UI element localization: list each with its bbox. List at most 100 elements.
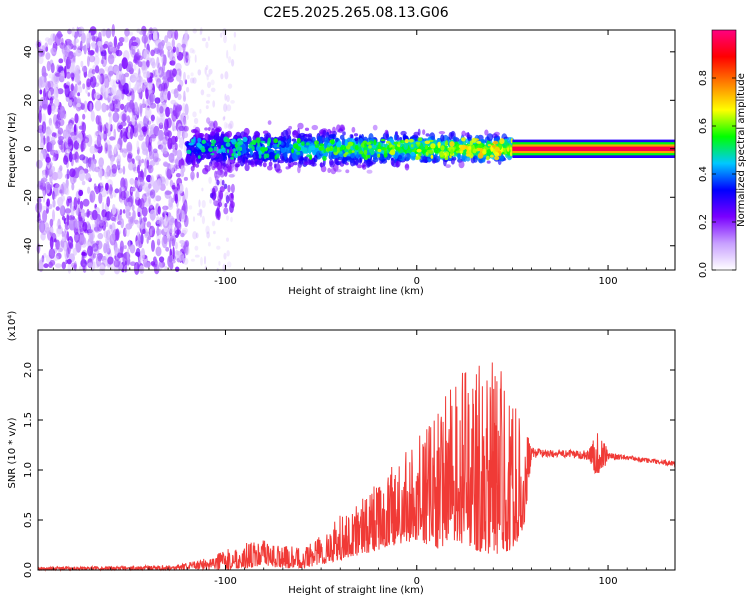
spectrogram-blob: [156, 49, 163, 56]
spectrogram-blob: [230, 192, 234, 199]
spectrogram-blob: [386, 140, 391, 144]
spectrogram-blob: [223, 34, 227, 44]
spectrogram-blob: [141, 60, 147, 71]
spectrogram-blob: [155, 69, 162, 76]
spectrogram-blob: [47, 104, 52, 116]
spectrogram-blob: [258, 150, 262, 156]
colorbar-tick-label: 0.6: [698, 118, 709, 134]
spectrogram-blob: [247, 161, 252, 166]
spectrogram-blob: [461, 130, 466, 137]
spectrogram-blob: [206, 93, 211, 98]
spectrogram-blob: [99, 219, 105, 227]
spectrogram-blob: [87, 245, 93, 257]
spectrogram-blob: [61, 236, 66, 242]
spectrogram-blob: [143, 217, 147, 223]
spectrogram-blob: [59, 105, 66, 119]
spectrogram-blob: [196, 171, 199, 179]
spectrogram-blob: [73, 38, 77, 50]
spectrogram-blob: [66, 196, 72, 201]
spectrogram-blob: [149, 209, 156, 221]
spectrogram-blob: [297, 122, 304, 130]
spectrogram-blob: [184, 32, 188, 45]
spectrogram-blob: [177, 121, 182, 130]
spectrogram-blob: [82, 83, 86, 90]
spectrogram-blob: [100, 187, 107, 198]
spectrogram-blob: [303, 161, 310, 166]
spectrogram-blob: [134, 176, 139, 189]
spectrogram-blob: [205, 225, 210, 235]
spectrogram-blob: [413, 131, 420, 136]
spectrogram-blob: [105, 122, 112, 129]
spectrogram-blob: [100, 50, 107, 57]
spectrogram-blob: [205, 105, 209, 110]
spectrogram-blob: [42, 209, 48, 223]
spectrogram-blob: [229, 200, 234, 207]
spectrogram-blob: [308, 146, 312, 155]
spectrogram-blob: [189, 77, 195, 84]
spectrogram-blob: [428, 139, 434, 143]
spectrogram-blob: [296, 146, 301, 152]
spectrogram-blob: [42, 103, 48, 110]
spectrogram-blob: [56, 252, 62, 260]
spectrogram-blob: [146, 221, 152, 228]
spectrogram-blob: [197, 155, 201, 159]
spectrogram-blob: [293, 161, 298, 166]
spectrogram-blob: [64, 44, 72, 53]
spectrogram-blob: [104, 139, 108, 148]
spectrogram-blob: [217, 210, 221, 221]
spectrogram-blob: [39, 89, 43, 95]
spectrogram-blob: [268, 161, 273, 167]
spectrogram-blob: [461, 137, 466, 142]
spectrogram-blob: [186, 55, 192, 60]
spectrogram-blob: [171, 38, 175, 48]
spectrogram-blob: [237, 156, 242, 164]
spectrogram-blob: [287, 138, 291, 144]
spectrogram-blob: [68, 99, 73, 107]
spectrogram-blob: [55, 263, 62, 269]
spectrogram-blob: [156, 238, 161, 246]
spectrogram-blob: [78, 169, 86, 182]
spectrogram-blob: [288, 164, 292, 169]
spectrogram-blob: [384, 129, 389, 135]
spectrogram-blob: [213, 199, 216, 206]
spectrogram-blob: [486, 155, 490, 161]
spectrogram-blob: [49, 218, 54, 227]
spectrogram-blob: [322, 129, 327, 138]
spectrogram-blob: [180, 232, 185, 238]
spectrogram-blob: [223, 115, 226, 120]
spectrogram-blob: [171, 184, 176, 190]
spectrogram-blob: [57, 224, 62, 230]
spectrogram-blob: [251, 145, 255, 151]
spectrogram-blob: [236, 135, 243, 139]
spectrogram-blob: [73, 140, 80, 150]
spectrogram-blob: [227, 123, 233, 130]
spectrogram-blob: [183, 214, 189, 228]
spectrogram-blob: [96, 45, 99, 54]
spectrogram-blob: [107, 123, 111, 135]
spectrogram-blob: [194, 245, 199, 251]
spectrogram-blob: [185, 240, 190, 248]
spectrogram-blob: [478, 148, 484, 152]
spectrogram-blob: [445, 164, 451, 169]
spectrogram-blob: [45, 166, 49, 179]
spectrogram-blob: [218, 201, 223, 207]
spectrogram-blob: [74, 38, 79, 44]
spectrogram-blob: [202, 167, 209, 175]
spectrogram-blob: [174, 241, 178, 250]
spectrogram-blob: [186, 149, 192, 154]
spectrogram-blob: [46, 136, 50, 143]
spectrogram-blob: [50, 62, 55, 74]
spectrogram-blob: [368, 145, 372, 149]
spectrogram-blob: [223, 103, 228, 112]
spectrogram-blob: [345, 169, 350, 174]
spectrogram-blob: [188, 205, 193, 210]
spectrogram-blob: [450, 149, 454, 155]
spectrogram-blob: [131, 90, 135, 102]
spectrogram-blob: [183, 176, 188, 181]
spectrogram-blob: [207, 81, 211, 89]
spectrogram-blob: [183, 241, 188, 254]
spectrogram-x-label: Height of straight line (km): [288, 286, 424, 297]
spectrogram-blob: [73, 124, 78, 136]
spectrogram-blob: [147, 120, 152, 125]
spectrogram-blob: [468, 149, 472, 155]
